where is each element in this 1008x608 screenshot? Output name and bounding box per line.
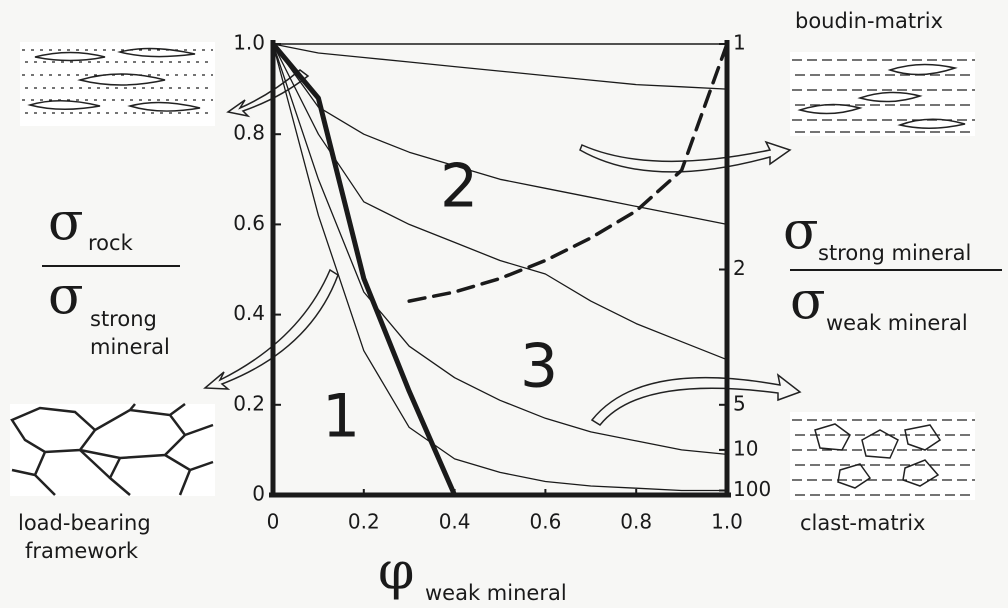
y-label-symbol: σ <box>48 193 84 253</box>
y2-label-numerator: strong mineral <box>818 241 971 265</box>
x-tick-label: 0.6 <box>529 510 561 534</box>
x-label: weak mineral <box>425 581 567 605</box>
x-tick-label: 0.8 <box>620 510 652 534</box>
y-tick-label: 0.8 <box>233 121 265 145</box>
y-tick-label: 0.6 <box>233 211 265 235</box>
arrows <box>203 69 802 426</box>
region-label: 3 <box>520 332 558 402</box>
region-label: 1 <box>322 382 360 452</box>
y2-tick-label: 1 <box>733 31 746 55</box>
y-label-numerator: rock <box>88 231 134 255</box>
line-series <box>272 43 728 361</box>
y-tick-label: 0.4 <box>233 301 265 325</box>
line-series <box>272 43 728 456</box>
sketch-label: boudin-matrix <box>795 9 943 33</box>
line-series <box>272 43 728 492</box>
y2-label-symbol-2: σ <box>790 272 826 332</box>
y-tick-label: 0 <box>252 482 265 506</box>
y2-tick-label: 100 <box>733 477 771 501</box>
region-label: 2 <box>440 152 478 222</box>
line-series <box>407 42 729 303</box>
y-tick-label: 0.2 <box>233 391 265 415</box>
y-label-symbol-2: σ <box>48 267 84 327</box>
line-series <box>272 43 728 90</box>
y2-label-denominator: weak mineral <box>826 311 968 335</box>
x-tick-label: 0.4 <box>439 510 471 534</box>
y-label-denominator: strong <box>90 307 157 331</box>
line-series <box>272 43 728 226</box>
y-tick-label: 1.0 <box>233 31 265 55</box>
line-series <box>270 41 458 498</box>
sketch-label: clast-matrix <box>800 511 925 535</box>
y2-tick-label: 2 <box>733 256 746 280</box>
x-tick-label: 0.2 <box>348 510 380 534</box>
y2-tick-label: 5 <box>733 391 746 415</box>
y2-label-symbol: σ <box>783 202 819 262</box>
y2-tick-label: 10 <box>733 436 758 460</box>
y-label-denominator: mineral <box>90 335 170 359</box>
sketch-label: framework <box>25 539 139 563</box>
sketches <box>10 42 975 500</box>
x-label-symbol: φ <box>378 542 414 602</box>
x-tick-label: 0 <box>267 510 280 534</box>
sketch-label: load-bearing <box>18 511 151 535</box>
x-tick-label: 1.0 <box>711 510 743 534</box>
plot-area: 0 0.2 0.4 0.6 0.8 1.0 0 0.2 0.4 0.6 0.8 1.0 1 2 5 10 100 <box>233 31 771 534</box>
